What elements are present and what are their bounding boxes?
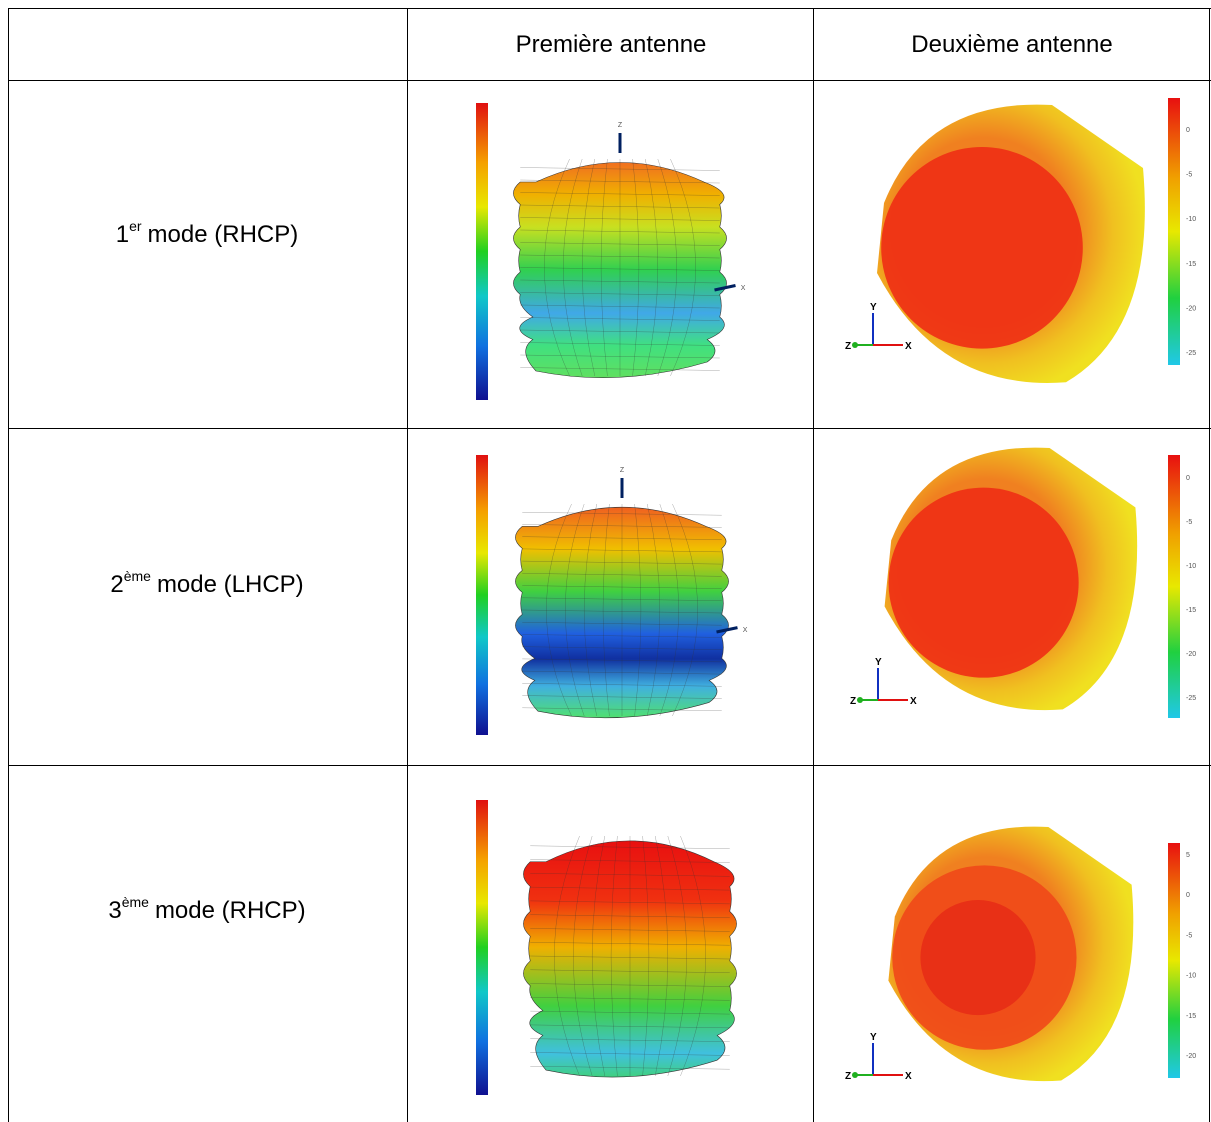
mesh-line [647, 503, 660, 717]
column-header: Deuxième antenne [911, 31, 1112, 58]
colorbar-tick: -20 [1186, 1053, 1196, 1060]
colorbar-tick: -5 [1186, 519, 1192, 526]
axis-label: X [910, 696, 917, 707]
axis-label: Y [870, 1032, 877, 1043]
axis-label: Z [618, 122, 623, 129]
superscript: er [129, 218, 142, 234]
colorbar-tick: 5 [1186, 852, 1190, 859]
row-label: 2ème mode (LHCP) [110, 568, 303, 599]
colorbar [1168, 98, 1180, 365]
colorbar-tick: -20 [1186, 651, 1196, 658]
colorbar-tick: -10 [1186, 973, 1196, 980]
main-lobe [881, 147, 1083, 349]
colorbar-tick: 0 [1186, 475, 1190, 482]
mesh-line [600, 158, 608, 377]
mode-label: mode (RHCP) [155, 897, 306, 924]
mode-label: mode (LHCP) [157, 571, 304, 598]
mesh-line [642, 835, 650, 1077]
axis-dot [852, 1072, 858, 1078]
colorbar-tick: -5 [1186, 932, 1192, 939]
ordinal: 2 [110, 571, 123, 598]
mode-label: mode (RHCP) [148, 221, 299, 248]
axis-arrow [716, 626, 738, 634]
mesh-line [602, 503, 610, 717]
mesh-line [582, 158, 595, 377]
colorbar-tick: -10 [1186, 216, 1196, 223]
mesh-line [592, 835, 605, 1077]
mesh-line [670, 158, 696, 377]
mesh-line [565, 503, 585, 717]
mesh-line [554, 835, 580, 1077]
colorbar-tick: -15 [1186, 1013, 1196, 1020]
colorbar [476, 103, 488, 400]
axis-label: X [743, 627, 748, 634]
axis-label: Z [845, 341, 851, 352]
axis-dot [852, 342, 858, 348]
axis-label: Y [870, 302, 877, 313]
mesh-line [634, 503, 642, 717]
mesh-line [659, 503, 679, 717]
colorbar-tick: -20 [1186, 305, 1196, 312]
mesh-line [573, 835, 593, 1077]
colorbar-tick: 0 [1186, 892, 1190, 899]
colorbar [1168, 843, 1180, 1078]
mesh-line [680, 835, 706, 1077]
main-lobe [888, 487, 1079, 678]
axis-arrow [714, 284, 736, 292]
colorbar-tick: -15 [1186, 607, 1196, 614]
colorbar-tick: 0 [1186, 127, 1190, 134]
axis-label: Z [850, 696, 856, 707]
colorbar-tick: -5 [1186, 172, 1192, 179]
superscript: ème [124, 568, 151, 584]
axis-label: Z [620, 467, 625, 474]
row-label: 3ème mode (RHCP) [108, 894, 305, 925]
mesh-line [632, 158, 640, 377]
mesh-line [584, 503, 597, 717]
colorbar [1168, 455, 1180, 718]
ordinal: 3 [108, 897, 121, 924]
mesh-line [672, 503, 698, 717]
mesh-line [563, 158, 583, 377]
axis-label: Z [845, 1071, 851, 1082]
ordinal: 1 [116, 221, 129, 248]
colorbar [476, 800, 488, 1095]
axis-label: X [905, 1071, 912, 1082]
mesh-line [657, 158, 677, 377]
mesh-line [610, 835, 618, 1077]
grid-lines [8, 8, 1211, 1122]
mesh-line [544, 158, 570, 377]
axis-dot [857, 697, 863, 703]
inner-ring [920, 899, 1036, 1016]
column-header: Première antenne [516, 31, 707, 58]
mesh-line [667, 835, 687, 1077]
colorbar [476, 455, 488, 735]
colorbar-tick: -25 [1186, 350, 1196, 357]
axis-label: X [905, 341, 912, 352]
axis-label: X [741, 285, 746, 292]
mesh-line [546, 503, 572, 717]
colorbar-tick: -25 [1186, 695, 1196, 702]
colorbar-tick: -10 [1186, 563, 1196, 570]
row-label: 1er mode (RHCP) [116, 218, 299, 249]
mesh-line [655, 835, 668, 1077]
axis-label: Y [875, 657, 882, 668]
superscript: ème [122, 894, 149, 910]
colorbar-tick: -15 [1186, 261, 1196, 268]
mesh-line [645, 158, 658, 377]
